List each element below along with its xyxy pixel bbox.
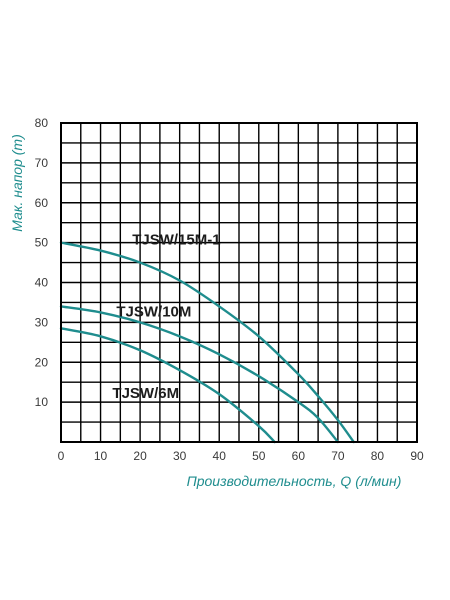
x-tick-label: 40 (213, 449, 227, 463)
y-tick-label: 30 (35, 315, 49, 329)
x-axis-title: Производительность, Q (л/мин) (187, 473, 402, 489)
curve-label-3: TJSW/6M (112, 385, 179, 402)
y-axis-title: Мак. напор (m) (9, 134, 25, 231)
series-line-3 (59, 327, 276, 444)
x-tick-label: 90 (410, 449, 424, 463)
y-tick-label: 20 (35, 355, 49, 369)
x-tick-label: 60 (292, 449, 306, 463)
x-tick-label: 80 (371, 449, 385, 463)
y-tick-label: 50 (35, 236, 49, 250)
chart-grid (61, 123, 417, 442)
chart-ticks: 0 10 20 30 40 50 60 70 80 90 10 20 30 40 50 60 70 80 (35, 116, 424, 463)
plot-frame (60, 122, 418, 443)
curve-label-1: TJSW/15M-1 (132, 232, 220, 249)
y-tick-label: 80 (35, 116, 49, 130)
y-tick-label: 60 (35, 196, 49, 210)
series-line-1 (59, 241, 355, 444)
x-tick-label: 50 (252, 449, 266, 463)
y-tick-label: 70 (35, 156, 49, 170)
x-tick-label: 10 (94, 449, 108, 463)
series-line-2 (59, 305, 340, 444)
curve-label-2: TJSW/10M (116, 303, 191, 320)
x-tick-label: 30 (173, 449, 187, 463)
x-tick-label: 0 (58, 449, 65, 463)
curve-labels: TJSW/15M-1 TJSW/10M TJSW/6M (112, 232, 220, 403)
chart-curves (59, 241, 355, 444)
y-tick-label: 10 (35, 395, 49, 409)
x-tick-label: 70 (331, 449, 345, 463)
y-tick-label: 40 (35, 276, 49, 290)
x-tick-label: 20 (133, 449, 147, 463)
